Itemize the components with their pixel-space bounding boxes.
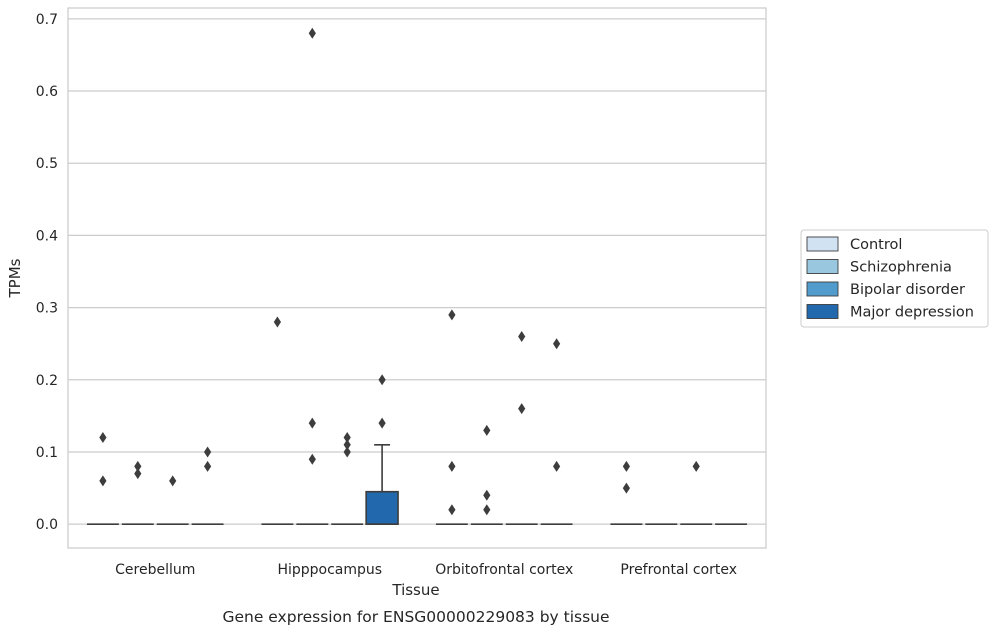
- legend-frame: [800, 229, 989, 328]
- outlier-point: [99, 475, 107, 487]
- outlier-point: [378, 417, 386, 429]
- outlier-point: [622, 460, 630, 472]
- y-tick-labels: 0.0 0.1 0.2 0.3 0.4 0.5 0.6 0.7: [36, 12, 58, 533]
- legend-swatch: [806, 304, 839, 319]
- y-tick-label: 0.6: [36, 84, 58, 100]
- y-tick-label: 0.5: [36, 156, 58, 172]
- outlier-point: [308, 417, 316, 429]
- x-tick-label: Cerebellum: [115, 562, 195, 578]
- outlier-point: [483, 489, 491, 501]
- outlier-points: [99, 27, 700, 516]
- outlier-point: [273, 316, 281, 328]
- outlier-point: [343, 446, 351, 458]
- outlier-point: [308, 27, 316, 39]
- y-tick-label: 0.2: [36, 373, 58, 389]
- y-axis-title: TPMs: [6, 258, 24, 298]
- legend: Control Schizophrenia Bipolar disorder Majo…: [800, 229, 989, 328]
- y-tick-label: 0.4: [36, 228, 58, 244]
- outlier-point: [308, 453, 316, 465]
- box-body: [365, 490, 399, 525]
- x-tick-label: Orbitofrontal cortex: [435, 562, 573, 578]
- plot-frame: [67, 7, 767, 549]
- x-tick-label: Hipppocampus: [277, 562, 382, 578]
- outlier-point: [204, 460, 212, 472]
- outlier-point: [99, 432, 107, 444]
- y-tick-label: 0.7: [36, 12, 58, 28]
- legend-label: Bipolar disorder: [850, 282, 965, 298]
- x-tick-labels: Cerebellum Hipppocampus Orbitofrontal cort…: [115, 562, 737, 578]
- outlier-point: [692, 460, 700, 472]
- legend-swatch: [806, 281, 839, 297]
- outlier-point: [483, 504, 491, 516]
- legend-label: Major depression: [850, 305, 974, 321]
- outlier-point: [134, 460, 142, 472]
- outlier-point: [448, 504, 456, 516]
- legend-swatch: [806, 259, 839, 274]
- outlier-point: [378, 374, 386, 386]
- x-tick-label: Prefrontal cortex: [620, 562, 737, 578]
- legend-label: Schizophrenia: [850, 260, 952, 276]
- y-tick-label: 0.3: [36, 301, 58, 317]
- y-tick-label: 0.1: [36, 445, 58, 461]
- legend-swatch: [806, 236, 839, 252]
- outlier-point: [518, 403, 526, 415]
- chart-caption: Gene expression for ENSG00000229083 by t…: [222, 608, 609, 626]
- outlier-point: [518, 330, 526, 342]
- legend-label: Control: [850, 237, 902, 253]
- outlier-point: [204, 446, 212, 458]
- outlier-point: [169, 475, 177, 487]
- outlier-point: [553, 460, 561, 472]
- outlier-point: [448, 460, 456, 472]
- y-gridlines: [68, 18, 766, 525]
- outlier-point: [483, 424, 491, 436]
- outlier-point: [448, 309, 456, 321]
- x-axis-title: Tissue: [391, 581, 439, 599]
- outlier-point: [553, 338, 561, 350]
- outlier-point: [343, 432, 351, 444]
- outlier-point: [134, 468, 142, 480]
- box-series: [86, 443, 748, 525]
- y-tick-label: 0.0: [36, 517, 58, 533]
- box: [365, 443, 399, 525]
- outlier-point: [622, 482, 630, 494]
- outlier-point: [343, 439, 351, 451]
